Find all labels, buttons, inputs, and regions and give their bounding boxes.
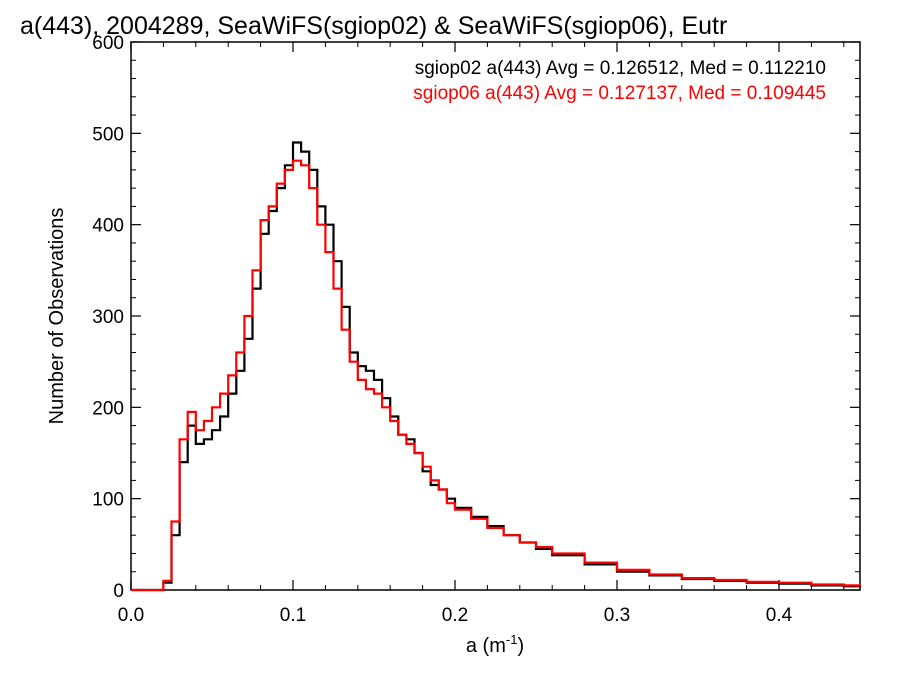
x-axis-label: a (m-1) — [466, 632, 524, 657]
legend-entry-sgiop06: sgiop06 a(443) Avg = 0.127137, Med = 0.1… — [413, 83, 826, 104]
x-tick-label: 0.1 — [280, 605, 306, 626]
y-tick-labels: 0 100 200 300 400 500 600 — [92, 33, 124, 602]
series-line-sgiop06 — [131, 159, 862, 592]
y-tick-label: 0 — [113, 581, 124, 602]
y-tick-label: 100 — [92, 490, 124, 511]
x-axis-label-main: a (m — [466, 635, 506, 657]
chart-title: a(443), 2004289, SeaWiFS(sgiop02) & SeaW… — [20, 12, 727, 40]
x-tick-labels: 0.0 0.1 0.2 0.3 0.4 — [118, 605, 793, 626]
legend-entry-sgiop02: sgiop02 a(443) Avg = 0.126512, Med = 0.1… — [415, 58, 826, 79]
y-tick-label: 200 — [92, 398, 124, 419]
x-tick-label: 0.3 — [604, 605, 630, 626]
y-tick-label: 400 — [92, 216, 124, 237]
x-tick-label: 0.4 — [766, 605, 793, 626]
y-axis-label: Number of Observations — [46, 208, 68, 425]
axis-ticks — [130, 41, 860, 591]
x-tick-label: 0.2 — [442, 605, 468, 626]
plot-frame — [130, 41, 861, 591]
x-tick-label: 0.0 — [118, 605, 144, 626]
series-line-sgiop02 — [131, 141, 862, 592]
x-axis-label-superscript: -1 — [506, 632, 518, 647]
y-tick-label: 500 — [92, 124, 124, 145]
series-layer — [131, 141, 862, 592]
x-axis-label-close: ) — [517, 635, 524, 657]
y-tick-label: 300 — [92, 307, 124, 328]
y-tick-label: 600 — [92, 33, 124, 54]
